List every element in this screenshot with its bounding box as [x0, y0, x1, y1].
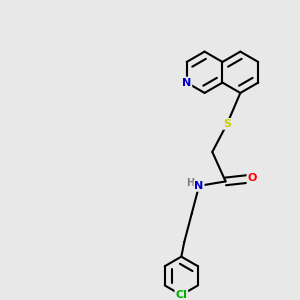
Text: H: H: [186, 178, 194, 188]
Text: N: N: [194, 181, 204, 191]
Text: O: O: [248, 173, 257, 184]
Text: Cl: Cl: [176, 290, 187, 300]
Text: N: N: [182, 78, 191, 88]
Text: S: S: [223, 119, 231, 129]
